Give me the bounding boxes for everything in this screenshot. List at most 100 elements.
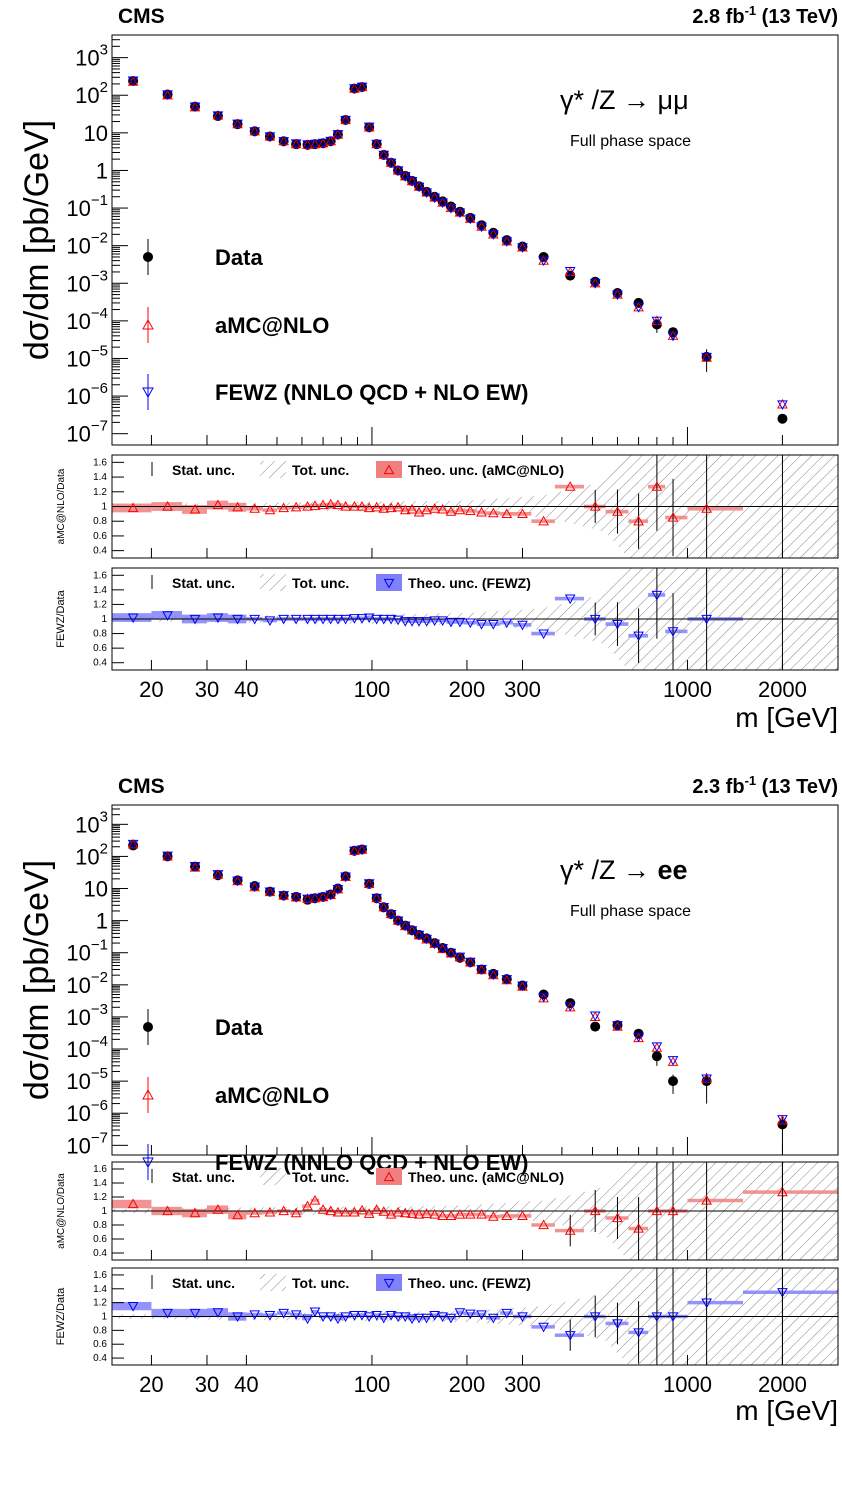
- fewz-point: [278, 137, 290, 147]
- theory-band-bin: [301, 1316, 311, 1321]
- ratio-fewz-point: [406, 1314, 418, 1325]
- theory-band-bin: [438, 1214, 447, 1218]
- data-point: [501, 974, 512, 985]
- ratio-amc-point: [454, 504, 466, 515]
- ratio-amc-point: [413, 506, 425, 517]
- data-point: [371, 139, 382, 150]
- ratio-fewz-point: [363, 1312, 375, 1323]
- y-tick-label: 10−2: [66, 230, 108, 259]
- ratio-amc-point: [406, 503, 418, 514]
- theory-band-bin: [246, 506, 263, 511]
- data-point: [590, 1021, 601, 1032]
- ratio-fewz-point: [589, 614, 601, 625]
- theory-band-bin: [246, 1312, 263, 1317]
- legend-stat-label: Stat. unc.: [172, 1275, 235, 1291]
- data-point: [421, 933, 432, 944]
- fewz-point: [212, 111, 224, 121]
- fewz-point: [378, 150, 390, 161]
- ratio-fewz-point: [517, 620, 528, 631]
- ratio-fewz-point: [701, 614, 712, 625]
- data-point: [651, 1051, 662, 1062]
- ratio-amc-point: [392, 1206, 404, 1217]
- theory-band-bin: [476, 622, 487, 626]
- y-tick-label: 10−7: [66, 1129, 108, 1158]
- ratio-amc-point: [445, 506, 457, 516]
- fewz-point: [399, 172, 411, 182]
- ratio-fewz-point: [538, 1322, 549, 1333]
- theory-band-bin: [262, 618, 277, 623]
- y-tick-label: 10: [84, 877, 108, 902]
- ratio-amc-point: [487, 1211, 499, 1221]
- fewz-point: [232, 119, 243, 130]
- ratio-amc-point: [429, 503, 440, 513]
- ratio-amc-point: [633, 515, 644, 526]
- theory-band-bin: [531, 519, 555, 524]
- ratio-amc-point: [651, 481, 663, 491]
- theory-band-bin: [416, 1212, 423, 1217]
- ratio-y-tick-label: 1.2: [93, 599, 107, 610]
- ratio-amc-point: [302, 1200, 313, 1211]
- theory-band-bin: [486, 1214, 501, 1219]
- ratio-fewz-point: [399, 1312, 411, 1323]
- x-tick-label: 2000: [758, 1372, 807, 1397]
- theory-band-bin: [438, 618, 447, 623]
- ratio-amc-point: [356, 1204, 368, 1215]
- ratio-amc-point: [302, 500, 313, 511]
- theory-band-bin: [531, 631, 555, 636]
- ratio-fewz-point: [633, 1328, 644, 1338]
- theory-band-bin: [151, 610, 182, 620]
- main-panel-frame: [111, 804, 839, 1156]
- ratio-amc-point: [264, 1206, 276, 1217]
- data-point: [232, 119, 243, 130]
- y-tick-label: 10−5: [66, 342, 108, 371]
- theory-band-bin: [687, 1300, 744, 1305]
- theory-band-bin: [463, 1212, 477, 1217]
- legend-tot-swatch: [260, 574, 286, 591]
- theory-band-bin: [531, 1325, 555, 1329]
- ratio-fewz-point: [127, 1302, 139, 1312]
- theory-band-bin: [301, 1204, 311, 1208]
- fewz-point: [309, 893, 321, 904]
- ratio-amc-point: [701, 503, 712, 513]
- theory-band-bin: [687, 506, 744, 511]
- data-point: [249, 880, 260, 891]
- theory-band-bin: [387, 1313, 395, 1317]
- legend-theo-swatch: [376, 461, 402, 478]
- legend-theo-marker: [383, 1278, 395, 1289]
- theory-band-bin: [446, 1316, 457, 1320]
- fewz-point: [162, 851, 173, 862]
- data-point: [190, 101, 201, 112]
- fewz-point: [589, 279, 601, 289]
- ratio-y-tick-label: 1: [101, 614, 107, 625]
- fewz-point: [356, 845, 368, 855]
- ratio-fewz-point: [378, 1313, 390, 1324]
- ratio-fewz-point: [445, 1313, 457, 1324]
- theory-band-bin: [262, 1313, 277, 1317]
- ratio-fewz-point: [189, 1308, 201, 1319]
- data-point: [332, 883, 343, 894]
- ratio-y-tick-label: 0.6: [93, 643, 107, 654]
- data-point: [340, 114, 351, 125]
- ratio-amc-point: [232, 1209, 243, 1220]
- y-axis-label: dσ/dm [pb/GeV]: [18, 860, 56, 1100]
- ratio-amc-point: [189, 1207, 201, 1218]
- legend-amc-marker: [142, 318, 154, 330]
- fewz-point: [667, 1056, 679, 1066]
- theory-band-bin: [366, 615, 374, 620]
- ratio-fewz-point: [309, 614, 321, 625]
- ratio-amc-point: [349, 500, 360, 511]
- theory-band-bin: [181, 1308, 207, 1318]
- ratio-amc-point: [564, 481, 576, 491]
- ratio-amc-point: [189, 503, 201, 514]
- legend-amc-label: aMC@NLO: [215, 313, 329, 338]
- ratio-fewz-point: [437, 616, 448, 626]
- ratio-fewz-point: [302, 1314, 313, 1325]
- ratio-amc-point: [162, 500, 173, 511]
- theory-band-bin: [422, 508, 431, 513]
- data-point: [364, 122, 375, 133]
- legend-tot-label: Tot. unc.: [292, 462, 349, 478]
- legend-tot-label: Tot. unc.: [292, 575, 349, 591]
- data-point: [302, 139, 313, 150]
- ratio-fewz-point: [264, 616, 276, 626]
- ratio-fewz-point: [332, 1314, 344, 1325]
